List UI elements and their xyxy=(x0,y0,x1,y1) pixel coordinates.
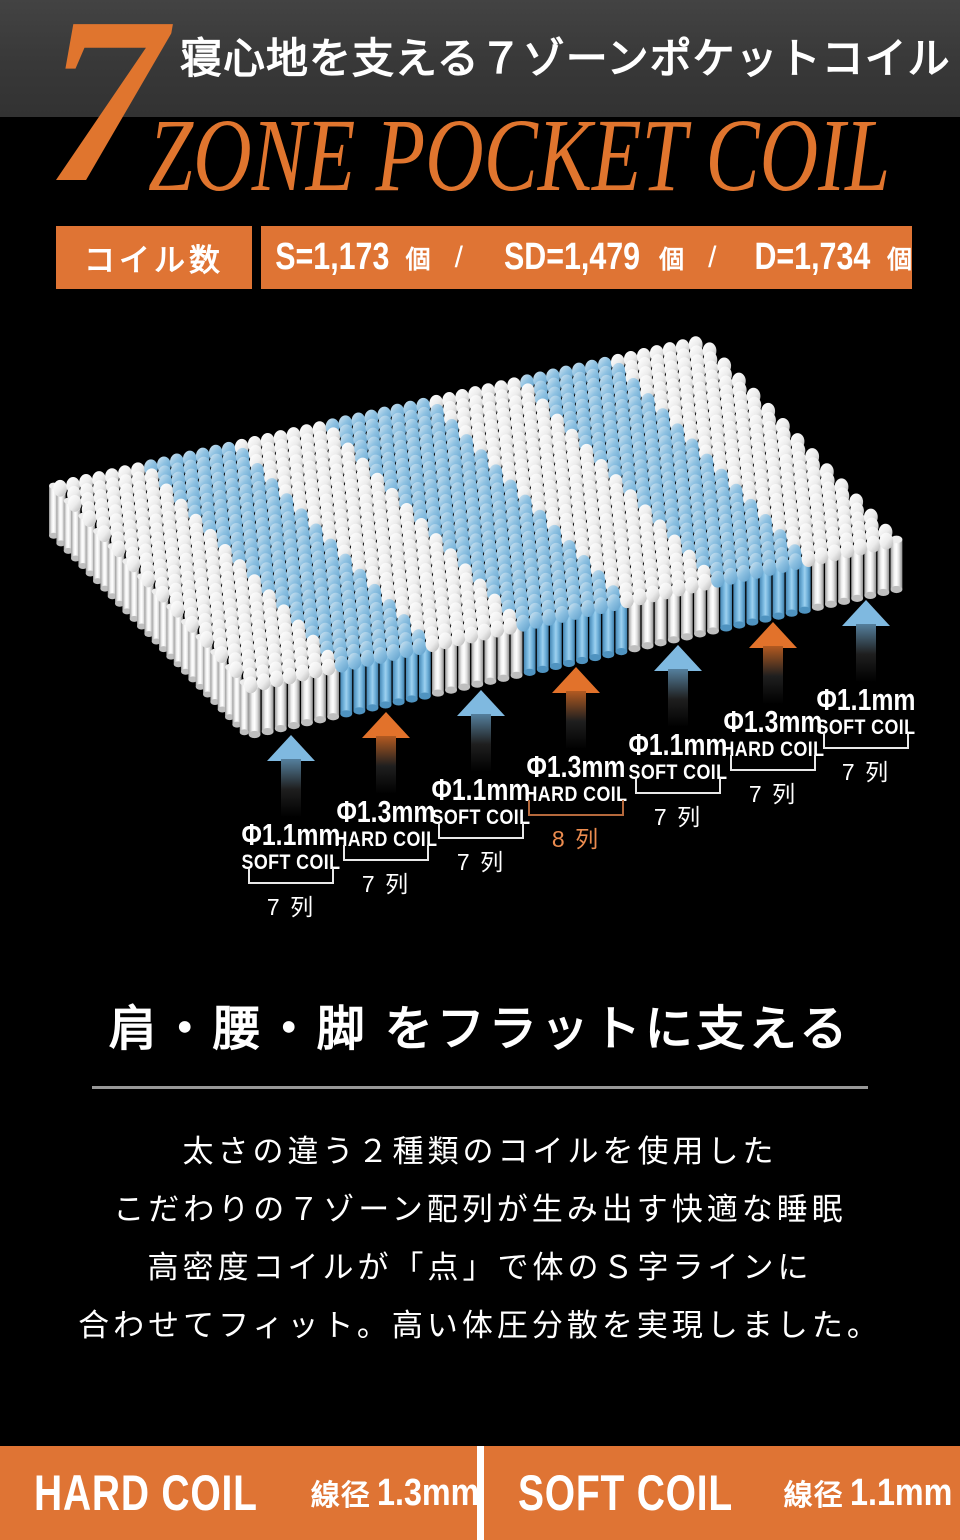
zone-7-annotation: Φ1.1mm SOFT COIL 7 列 xyxy=(791,600,941,790)
zone-diameter: Φ1.3mm xyxy=(723,704,823,739)
legend-hard-spec: 線径 1.3mm xyxy=(311,1472,497,1515)
count-double-unit: 個 xyxy=(887,245,913,274)
mattress-top-face xyxy=(53,336,894,694)
separator: / xyxy=(708,240,717,274)
range-bracket xyxy=(528,800,624,816)
header-band xyxy=(0,0,960,117)
coil-legend: HARD COIL 線径 1.3mm SOFT COIL 線径 1.1mm xyxy=(0,1446,960,1540)
arrow-shaft xyxy=(281,759,301,817)
count-semidouble-unit: 個 xyxy=(659,245,685,274)
zone-5-annotation: Φ1.1mm SOFT COIL 7 列 xyxy=(603,645,753,835)
legend-soft-coil: SOFT COIL 線径 1.1mm xyxy=(484,1446,960,1540)
zone-diameter: Φ1.3mm xyxy=(526,749,626,784)
coil-count-bar: コイル数 S=1,173 個 / SD=1,479 個 / D=1,734 個 xyxy=(56,226,913,289)
separator: / xyxy=(454,240,463,274)
zone-coil-type: SOFT COIL xyxy=(241,851,341,874)
zone-coil-type: HARD COIL xyxy=(524,783,628,806)
zone-rows-label: 7 列 xyxy=(456,849,506,875)
zone-1-annotation: Φ1.1mm SOFT COIL 7 列 xyxy=(216,735,366,925)
description-line: 合わせてフィット。高い体圧分散を実現しました。 xyxy=(78,1308,882,1343)
description-line: 太さの違う２種類のコイルを使用した xyxy=(182,1134,778,1169)
description-line: 高密度コイルが「点」で体のＳ字ラインに xyxy=(147,1250,813,1285)
up-arrow-icon xyxy=(749,622,797,704)
zone-coil-type: SOFT COIL xyxy=(628,761,728,784)
jp-title: 寝心地を支える７ゾーンポケットコイル xyxy=(180,37,951,83)
range-bracket xyxy=(438,823,524,839)
arrow-shaft xyxy=(376,736,396,794)
legend-soft-name: SOFT COIL xyxy=(518,1465,734,1521)
arrow-head xyxy=(552,667,600,693)
zone-coil-type: HARD COIL xyxy=(721,738,825,761)
range-bracket xyxy=(248,868,334,884)
zone-coil-type: SOFT COIL xyxy=(431,806,531,829)
count-semidouble: SD=1,479 xyxy=(504,236,641,278)
spec-value: 1.1mm xyxy=(849,1471,953,1514)
count-double: D=1,734 xyxy=(754,236,871,278)
spec-label: 線径 xyxy=(783,1479,844,1512)
arrow-head xyxy=(654,645,702,671)
description-line: こだわりの７ゾーン配列が生み出す快適な睡眠 xyxy=(113,1192,847,1227)
legend-hard-name: HARD COIL xyxy=(34,1465,258,1521)
mattress-illustration xyxy=(49,336,903,739)
zone-diameter: Φ1.1mm xyxy=(431,772,531,807)
range-bracket xyxy=(343,845,429,861)
zone-rows-label: 8 列 xyxy=(551,826,601,852)
zone-6-annotation: Φ1.3mm HARD COIL 7 列 xyxy=(698,622,848,812)
spec-value: 1.3mm xyxy=(376,1471,480,1514)
up-arrow-icon xyxy=(552,667,600,749)
range-bracket xyxy=(730,755,816,771)
range-bracket xyxy=(823,733,909,749)
legend-soft-spec: 線径 1.1mm xyxy=(784,1472,960,1515)
zone-diameter: Φ1.1mm xyxy=(628,727,728,762)
heading-divider xyxy=(92,1086,868,1089)
zone-coil-type: SOFT COIL xyxy=(816,716,916,739)
zone-3-annotation: Φ1.1mm SOFT COIL 7 列 xyxy=(406,690,556,880)
zone-rows-label: 7 列 xyxy=(653,804,703,830)
up-arrow-icon xyxy=(842,600,890,682)
up-arrow-icon xyxy=(457,690,505,772)
arrow-head xyxy=(457,690,505,716)
support-heading: 肩・腰・脚 をフラットに支える xyxy=(108,1003,852,1056)
zone-rows-label: 7 列 xyxy=(361,871,411,897)
range-bracket xyxy=(635,778,721,794)
coil-count-values: S=1,173 個 / SD=1,479 個 / D=1,734 個 xyxy=(261,226,913,289)
zone-rows-label: 7 列 xyxy=(841,759,891,785)
description-text: 太さの違う２種類のコイルを使用した こだわりの７ゾーン配列が生み出す快適な睡眠 … xyxy=(0,1123,960,1355)
arrow-shaft xyxy=(856,624,876,682)
arrow-shaft xyxy=(668,669,688,727)
zone-2-annotation: Φ1.3mm HARD COIL 7 列 xyxy=(311,712,461,902)
en-title: ZONE POCKET COIL xyxy=(148,98,960,213)
arrow-head xyxy=(362,712,410,738)
arrow-head xyxy=(267,735,315,761)
legend-hard-coil: HARD COIL 線径 1.3mm xyxy=(0,1446,479,1540)
up-arrow-icon xyxy=(654,645,702,727)
arrow-shaft xyxy=(566,691,586,749)
zone-rows-label: 7 列 xyxy=(266,894,316,920)
arrow-head xyxy=(842,600,890,626)
zone-diameter: Φ1.1mm xyxy=(241,817,341,852)
coil-count-label: コイル数 xyxy=(84,243,224,278)
zone-diameter: Φ1.1mm xyxy=(816,682,916,717)
count-single-unit: 個 xyxy=(405,245,431,274)
spec-label: 線径 xyxy=(310,1479,371,1512)
count-single: S=1,173 xyxy=(275,236,390,278)
up-arrow-icon xyxy=(362,712,410,794)
coil-count-label-box: コイル数 xyxy=(56,226,252,289)
arrow-head xyxy=(749,622,797,648)
big-number-7: 7 xyxy=(46,0,165,232)
en-title-text: ZONE POCKET COIL xyxy=(148,98,891,213)
arrow-shaft xyxy=(471,714,491,772)
zone-coil-type: HARD COIL xyxy=(334,828,438,851)
zone-4-annotation: Φ1.3mm HARD COIL 8 列 xyxy=(501,667,651,857)
zone-rows-label: 7 列 xyxy=(748,781,798,807)
zone-diameter: Φ1.3mm xyxy=(336,794,436,829)
legend-divider xyxy=(477,1446,484,1540)
up-arrow-icon xyxy=(267,735,315,817)
arrow-shaft xyxy=(763,646,783,704)
